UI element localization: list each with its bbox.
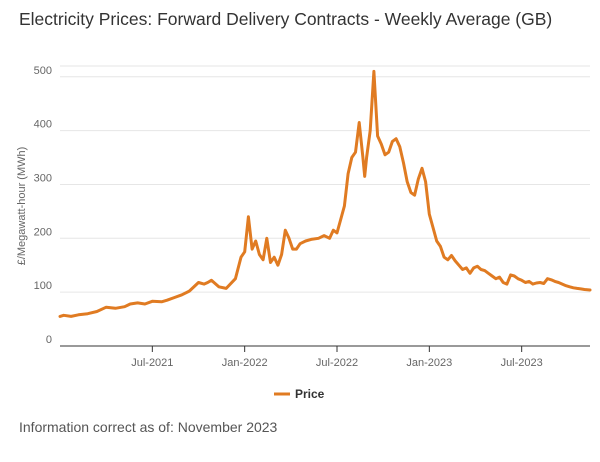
y-axis-label: £/Megawatt-hour (MWh)	[16, 147, 28, 266]
y-axis-ticks: 0 100 200 300 400 500	[34, 65, 52, 346]
x-tick-label: Jan-2022	[222, 357, 268, 369]
y-tick-label: 100	[34, 280, 52, 292]
legend-label-price: Price	[295, 387, 325, 401]
y-tick-label: 0	[46, 334, 52, 346]
chart-title: Electricity Prices: Forward Delivery Con…	[19, 9, 553, 29]
y-tick-label: 200	[34, 226, 52, 238]
y-tick-label: 500	[34, 65, 52, 77]
x-tick-label: Jul-2022	[316, 357, 358, 369]
x-tick-label: Jul-2023	[501, 357, 543, 369]
x-tick-label: Jul-2021	[131, 357, 173, 369]
y-tick-label: 300	[34, 172, 52, 184]
y-tick-label: 400	[34, 119, 52, 131]
info-footer: Information correct as of: November 2023	[19, 419, 278, 435]
x-tick-label: Jan-2023	[406, 357, 452, 369]
x-axis-ticks: Jul-2021 Jan-2022 Jul-2022 Jan-2023 Jul-2023	[131, 346, 543, 369]
legend[interactable]: Price	[274, 387, 325, 401]
gridlines	[60, 65, 590, 293]
series-line-price	[58, 69, 592, 318]
